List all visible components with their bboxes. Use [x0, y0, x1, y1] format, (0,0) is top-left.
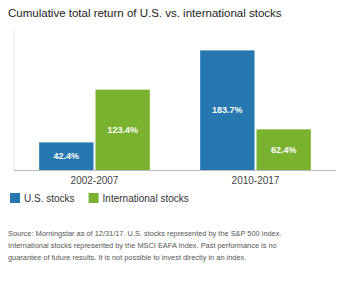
data-label: 62.4% — [271, 145, 297, 155]
title: Cumulative total return of U.S. vs. inte… — [8, 7, 282, 19]
x-tick-label: 2010-2017 — [232, 175, 280, 186]
bars — [39, 50, 311, 170]
bar — [39, 142, 93, 170]
bar — [96, 90, 150, 170]
bar — [200, 50, 254, 170]
footnote: Source: Morningstar as of 12/31/17. U.S.… — [8, 229, 281, 238]
footnote: International stocks represented by the … — [8, 241, 277, 250]
legend-swatch — [10, 193, 20, 203]
data-label: 42.4% — [54, 151, 80, 161]
x-tick-label: 2002-2007 — [71, 175, 119, 186]
legend: U.S. stocks International stocks — [10, 193, 189, 204]
data-labels: 42.4% 183.7% 123.4% 62.4% — [54, 105, 297, 161]
chart: Cumulative total return of U.S. vs. inte… — [0, 0, 347, 296]
footnote: guarantee of future results. It is not p… — [8, 253, 246, 262]
data-label: 183.7% — [212, 105, 243, 115]
legend-swatch — [89, 193, 99, 203]
data-label: 123.4% — [107, 125, 138, 135]
bar — [257, 129, 311, 170]
y-axis-line — [14, 30, 15, 170]
legend-label: International stocks — [103, 193, 189, 204]
legend-label: U.S. stocks — [24, 193, 75, 204]
x-axis-line — [14, 170, 336, 171]
